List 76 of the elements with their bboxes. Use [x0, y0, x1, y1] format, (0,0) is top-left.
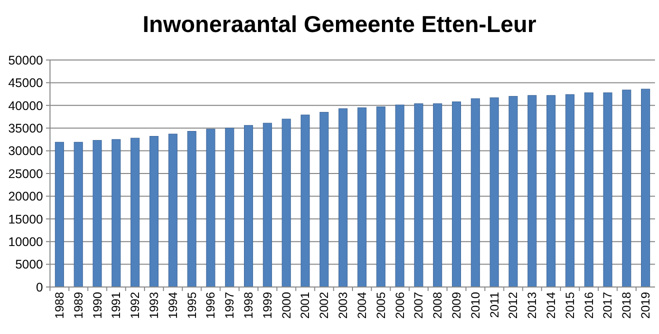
x-tick-label: 2018: [620, 292, 634, 319]
x-tick-label: 2002: [317, 292, 332, 319]
bar: [508, 96, 518, 288]
x-tick-label: 2008: [430, 292, 445, 319]
x-tick-label: 1989: [71, 292, 86, 319]
y-tick-label: 50000: [8, 53, 44, 68]
bar: [395, 104, 404, 288]
y-tick-label: 5000: [15, 258, 44, 272]
x-tick-label: 2009: [449, 292, 464, 319]
bar: [262, 122, 272, 288]
bar: [470, 98, 480, 288]
y-tick-label: 25000: [8, 166, 44, 181]
bar: [584, 92, 594, 288]
x-tick-label: 2013: [525, 292, 540, 319]
bar: [92, 140, 102, 288]
x-tick-label: 2019: [638, 292, 653, 319]
bar: [54, 142, 64, 288]
bar: [168, 134, 178, 288]
bar: [528, 95, 537, 288]
x-tick-label: 2003: [336, 292, 350, 319]
bar: [641, 88, 650, 288]
bar: [338, 108, 348, 288]
x-tick-label: 2017: [600, 292, 615, 319]
x-tick-label: 2000: [279, 292, 294, 319]
bar: [565, 94, 574, 288]
x-tick-label: 1995: [184, 292, 199, 319]
bar: [452, 102, 461, 288]
y-tick-label: 15000: [8, 212, 44, 226]
x-tick-label: 2001: [298, 292, 312, 319]
bar: [112, 139, 121, 288]
bar: [546, 95, 556, 288]
bar: [603, 92, 612, 288]
bar: [206, 128, 216, 288]
x-tick-label: 2014: [544, 292, 558, 319]
x-tick-label: 1988: [52, 292, 66, 319]
bar: [225, 128, 234, 288]
bar: [622, 90, 632, 288]
y-tick-label: 0: [36, 280, 44, 294]
y-tick-label: 35000: [8, 121, 44, 136]
x-tick-label: 2006: [392, 292, 407, 319]
y-tick-label: 10000: [8, 234, 44, 249]
x-tick-label: 1993: [146, 292, 161, 319]
bar: [130, 138, 140, 288]
x-tick-label: 2015: [562, 292, 577, 319]
bar: [433, 103, 442, 288]
bar: [282, 118, 291, 288]
bar: [300, 114, 310, 288]
bar: [187, 131, 196, 288]
x-tick-label: 2012: [506, 292, 520, 319]
x-tick-label: 1997: [222, 292, 237, 319]
x-tick-label: 1998: [242, 292, 256, 319]
bar: [414, 103, 424, 288]
chart-title: Inwoneraantal Gemeente Etten-Leur: [142, 11, 536, 37]
x-tick-label: 1991: [109, 292, 124, 319]
x-tick-label: 2016: [582, 292, 596, 319]
x-tick-label: 2010: [468, 292, 482, 319]
x-tick-label: 1994: [166, 292, 180, 319]
y-tick-label: 30000: [8, 144, 44, 158]
x-tick-label: 2011: [487, 292, 502, 318]
bar: [490, 97, 499, 288]
x-tick-label: 1999: [260, 292, 274, 319]
bar: [149, 136, 158, 288]
x-tick-label: 2004: [354, 292, 369, 319]
y-tick-label: 40000: [8, 98, 44, 113]
bar: [320, 112, 329, 288]
y-tick-label: 20000: [8, 190, 44, 204]
y-tick-label: 45000: [8, 76, 44, 90]
x-tick-label: 2005: [374, 292, 388, 319]
x-tick-label: 2007: [412, 292, 426, 319]
bar: [376, 106, 386, 288]
bar: [244, 125, 254, 288]
x-tick-label: 1996: [204, 292, 218, 319]
x-tick-label: 1990: [90, 292, 104, 319]
bar: [357, 107, 366, 288]
bar: [74, 142, 83, 288]
x-tick-label: 1992: [128, 292, 142, 319]
